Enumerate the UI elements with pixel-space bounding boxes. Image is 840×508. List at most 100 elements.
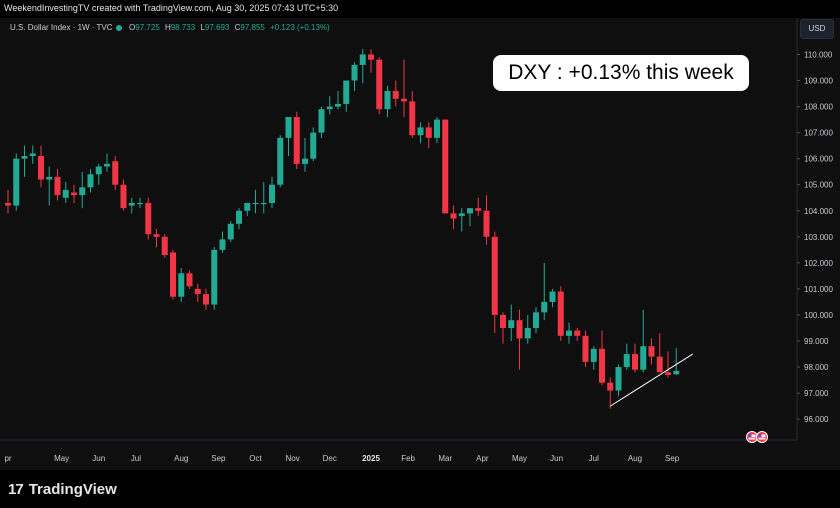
candle xyxy=(219,231,226,253)
candle xyxy=(351,62,358,91)
candle-body xyxy=(384,90,391,110)
candle xyxy=(203,288,209,310)
candle-body xyxy=(277,137,284,185)
candle-body xyxy=(467,208,473,214)
low-value: 97.693 xyxy=(204,23,230,32)
candle xyxy=(236,208,242,229)
candle-body xyxy=(21,156,28,159)
time-tick-label: Sep xyxy=(665,454,680,463)
candle xyxy=(491,231,498,334)
candle xyxy=(442,119,449,214)
candle xyxy=(186,270,193,289)
candle-body xyxy=(632,354,638,370)
us-flag-icon-field xyxy=(748,434,756,440)
candle xyxy=(500,312,506,344)
us-flag-icon-canton xyxy=(748,434,752,437)
candle-body xyxy=(54,176,61,196)
candle-body xyxy=(79,187,86,196)
candle-body xyxy=(71,192,77,196)
candle-body xyxy=(508,320,515,328)
candle xyxy=(607,377,614,409)
trendline[interactable] xyxy=(609,353,694,407)
candle xyxy=(252,189,259,214)
market-status-icon xyxy=(115,24,122,31)
price-axis[interactable]: 110.000 109.000 108.000 107.000 106.000 105.0… xyxy=(796,18,833,440)
candle xyxy=(38,145,44,188)
candle xyxy=(62,182,69,203)
candle xyxy=(128,197,135,214)
candle-body xyxy=(95,166,102,175)
candle xyxy=(632,343,638,373)
price-tick-label: 102.000 xyxy=(804,259,833,268)
candle-body xyxy=(450,213,457,219)
candle-body xyxy=(648,346,655,357)
us-flag-icon[interactable] xyxy=(756,431,768,443)
time-tick-label: Jul xyxy=(589,454,599,463)
candle-body xyxy=(607,382,614,391)
time-axis[interactable]: pr May Jun Jul Aug Sep Oct Nov Dec 2025 Feb Mar Apr M… xyxy=(0,439,797,463)
candle xyxy=(401,59,407,117)
candle-body xyxy=(582,335,589,362)
time-tick-label: Oct xyxy=(249,454,262,463)
candle xyxy=(417,122,424,144)
candle xyxy=(508,304,515,342)
candle xyxy=(104,153,110,172)
candle-body xyxy=(285,116,292,138)
tradingview-logo[interactable]: 17 TradingView xyxy=(8,481,117,498)
candle xyxy=(582,330,589,368)
annotation-callout[interactable]: DXY : +0.13% this week xyxy=(493,55,749,91)
open-label: O xyxy=(129,23,136,32)
time-tick-label: Aug xyxy=(174,454,188,463)
candle xyxy=(335,90,341,110)
candle xyxy=(137,197,143,209)
time-tick-label: 2025 xyxy=(362,454,380,463)
candle-body xyxy=(442,119,449,214)
candle xyxy=(343,80,350,112)
candle-body xyxy=(343,80,350,104)
candle-body xyxy=(227,223,234,240)
candle xyxy=(54,169,61,201)
candle xyxy=(392,80,399,107)
open-value: 97.725 xyxy=(135,23,160,32)
candle-body xyxy=(252,202,259,205)
candle-body xyxy=(673,370,680,375)
event-markers[interactable] xyxy=(746,431,768,443)
candle xyxy=(194,283,201,302)
candle xyxy=(475,197,482,216)
candle-body xyxy=(599,348,605,383)
candle-body xyxy=(516,320,523,339)
candle-body xyxy=(376,59,383,110)
close-value: 97.855 xyxy=(240,23,265,32)
candle xyxy=(409,90,416,138)
candle xyxy=(483,195,490,245)
time-tick-label: Dec xyxy=(323,454,337,463)
candle xyxy=(450,205,457,229)
bottom-bar xyxy=(0,470,840,508)
candle xyxy=(21,145,28,177)
candle xyxy=(665,351,671,378)
symbol-legend[interactable]: U.S. Dollar Index · 1W · TVC O97.725 H98… xyxy=(10,23,330,32)
candle xyxy=(310,127,317,162)
trendline-segment[interactable] xyxy=(609,353,694,407)
candle-body xyxy=(425,127,432,138)
candle-body xyxy=(203,294,209,305)
candle xyxy=(260,182,267,214)
candle-body xyxy=(269,184,275,203)
candle-body xyxy=(590,348,597,362)
candle-body xyxy=(186,273,193,287)
candle-body xyxy=(549,291,556,302)
candle-body xyxy=(38,156,44,180)
symbol-title[interactable]: U.S. Dollar Index · 1W · TVC xyxy=(10,23,113,32)
candle-body xyxy=(236,210,242,224)
candle-body xyxy=(145,202,152,235)
us-flag-icon[interactable] xyxy=(746,431,758,443)
price-tick-label: 107.000 xyxy=(804,129,833,138)
currency-badge[interactable]: USD xyxy=(800,19,834,39)
candle-body xyxy=(87,174,94,188)
price-tick-label: 108.000 xyxy=(804,103,833,112)
candle xyxy=(425,122,432,149)
price-tick-label: 105.000 xyxy=(804,181,833,190)
credit-text: WeekendInvestingTV created with TradingV… xyxy=(4,3,339,13)
candle-body xyxy=(574,330,581,336)
candle xyxy=(87,169,94,193)
